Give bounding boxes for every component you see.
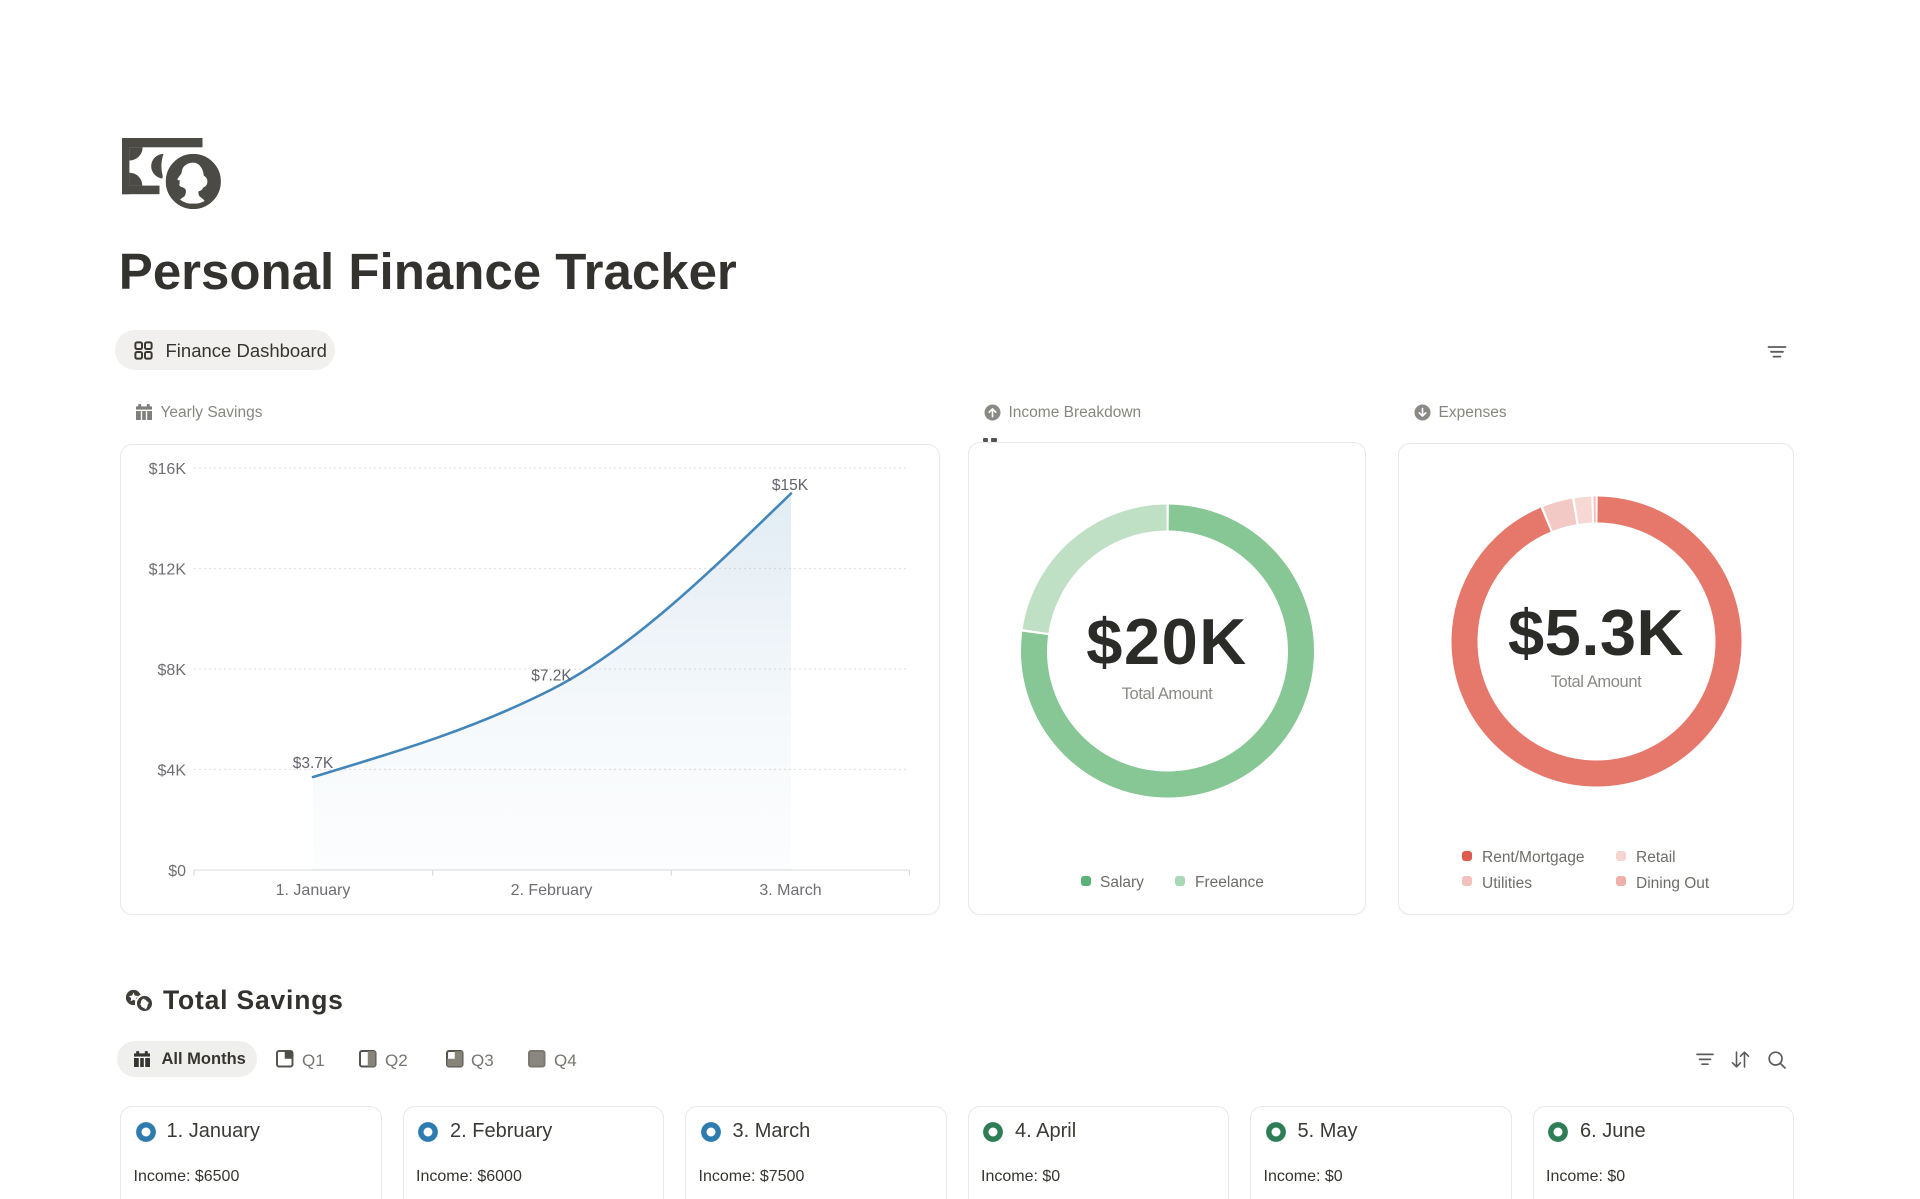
svg-text:1. January: 1. January	[276, 882, 351, 899]
svg-text:$16K: $16K	[149, 461, 187, 478]
svg-text:2. February: 2. February	[511, 882, 593, 899]
svg-text:$0: $0	[168, 863, 186, 880]
svg-text:$12K: $12K	[149, 561, 187, 578]
svg-text:$8K: $8K	[158, 662, 187, 679]
svg-text:3. March: 3. March	[759, 882, 821, 899]
svg-text:$3.7K: $3.7K	[293, 755, 334, 772]
svg-text:$15K: $15K	[772, 477, 809, 494]
svg-text:$7.2K: $7.2K	[531, 667, 572, 684]
svg-text:$4K: $4K	[158, 762, 187, 779]
